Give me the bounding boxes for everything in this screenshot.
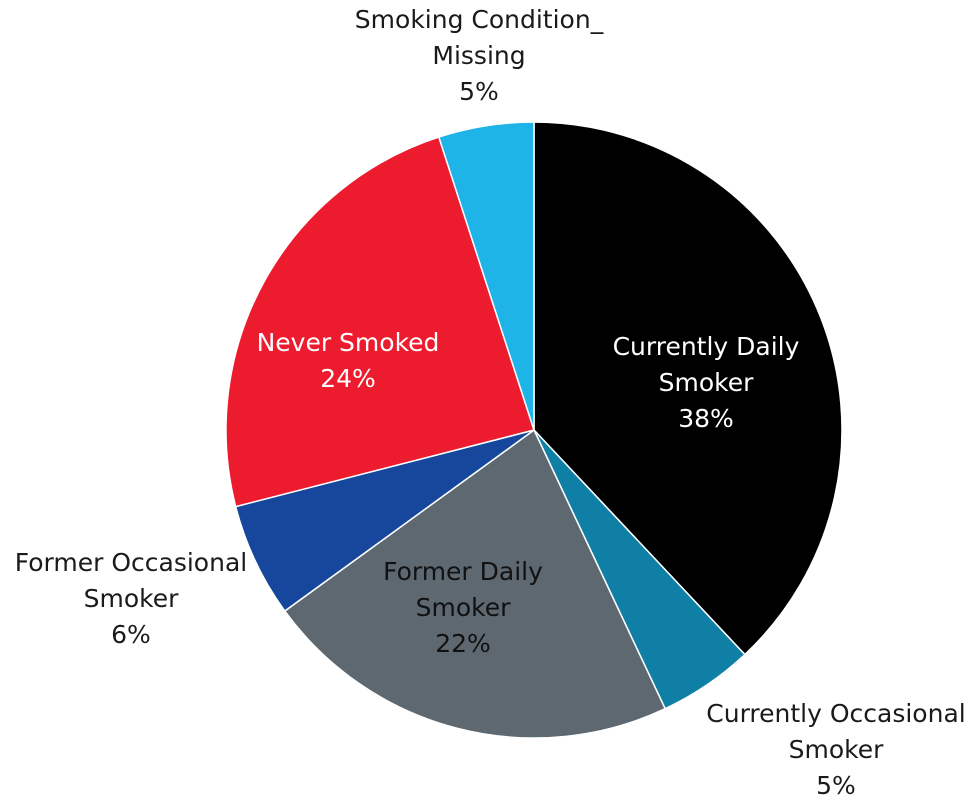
slice-category-label: Smoker [659,368,754,397]
slice-percent-label: 24% [320,364,376,393]
slice-label-former-daily-smoker: Former Daily Smoker 22% [383,557,543,658]
slice-label-currently-occasional-smoker: Currently Occasional Smoker 5% [706,699,965,800]
slice-category-label: Former Occasional [15,548,247,577]
slice-label-smoking-condition-missing: Smoking Condition_ Missing 5% [355,5,604,106]
slice-category-label: Never Smoked [257,328,440,357]
slice-percent-label: 22% [435,629,491,658]
slice-category-label: Currently Daily [613,332,800,361]
slice-percent-label: 38% [678,404,734,433]
slice-category-label: Smoker [416,593,511,622]
slice-percent-label: 6% [111,620,151,649]
slice-category-label: Smoking Condition_ [355,5,604,34]
slice-label-never-smoked: Never Smoked 24% [257,328,440,393]
pie-labels: Currently Daily Smoker 38% Currently Occasi… [15,5,966,800]
slice-category-label: Former Daily [383,557,543,586]
slice-label-former-occasional-smoker: Former Occasional Smoker 6% [15,548,247,649]
slice-category-label: Currently Occasional [706,699,965,728]
pie-slices [225,121,843,739]
slice-category-label: Missing [432,41,525,70]
slice-category-label: Smoker [84,584,179,613]
pie-slice-former-daily-smoker [283,428,667,739]
slice-category-label: Smoker [789,735,884,764]
pie-slice-currently-daily-smoker [533,121,843,656]
slice-percent-label: 5% [459,77,499,106]
pie-slice-never-smoked [225,136,535,508]
slice-percent-label: 5% [816,771,856,800]
pie-slice-smoking-condition-missing [437,121,535,431]
slice-label-currently-daily-smoker: Currently Daily Smoker 38% [613,332,800,433]
